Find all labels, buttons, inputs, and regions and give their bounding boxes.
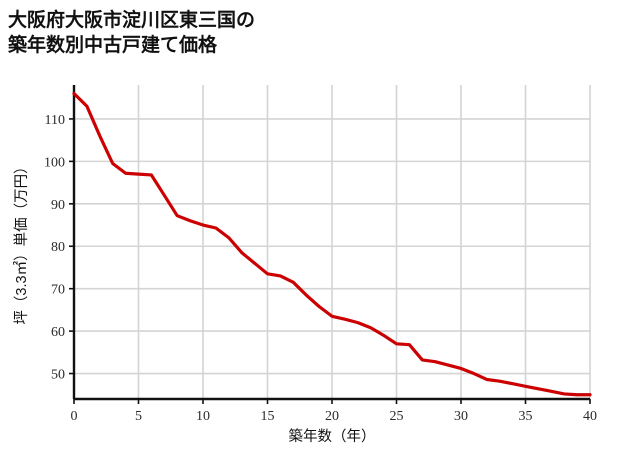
x-tick-label: 40 <box>583 409 597 424</box>
x-tick-label: 20 <box>325 409 339 424</box>
x-tick-label: 10 <box>196 409 210 424</box>
x-tick-label: 25 <box>390 409 404 424</box>
y-axis-label: 坪（3.3㎡）単価（万円） <box>13 159 30 324</box>
x-tick-label: 0 <box>71 409 78 424</box>
y-tick-label: 90 <box>51 198 65 213</box>
x-tick-label: 35 <box>519 409 533 424</box>
y-tick-label: 50 <box>51 368 65 383</box>
y-tick-label: 110 <box>45 113 65 128</box>
y-axis-ticks-group: 50 60 70 80 90 100 110 <box>44 113 74 383</box>
y-tick-label: 60 <box>51 325 65 340</box>
data-series-line <box>72 91 592 397</box>
y-tick-label: 100 <box>44 155 65 170</box>
y-tick-label: 80 <box>51 240 65 255</box>
x-tick-label: 30 <box>454 409 468 424</box>
x-tick-label: 15 <box>261 409 275 424</box>
x-tick-label: 5 <box>135 409 142 424</box>
x-axis-ticks-group: 0 5 10 15 20 25 30 35 40 <box>71 399 597 424</box>
x-axis-label: 築年数（年） <box>289 427 376 445</box>
y-tick-label: 70 <box>51 283 65 298</box>
gridlines-group <box>74 85 591 399</box>
page-title: 大阪府大阪市淀川区東三国の 築年数別中古戸建て価格 <box>8 10 256 57</box>
